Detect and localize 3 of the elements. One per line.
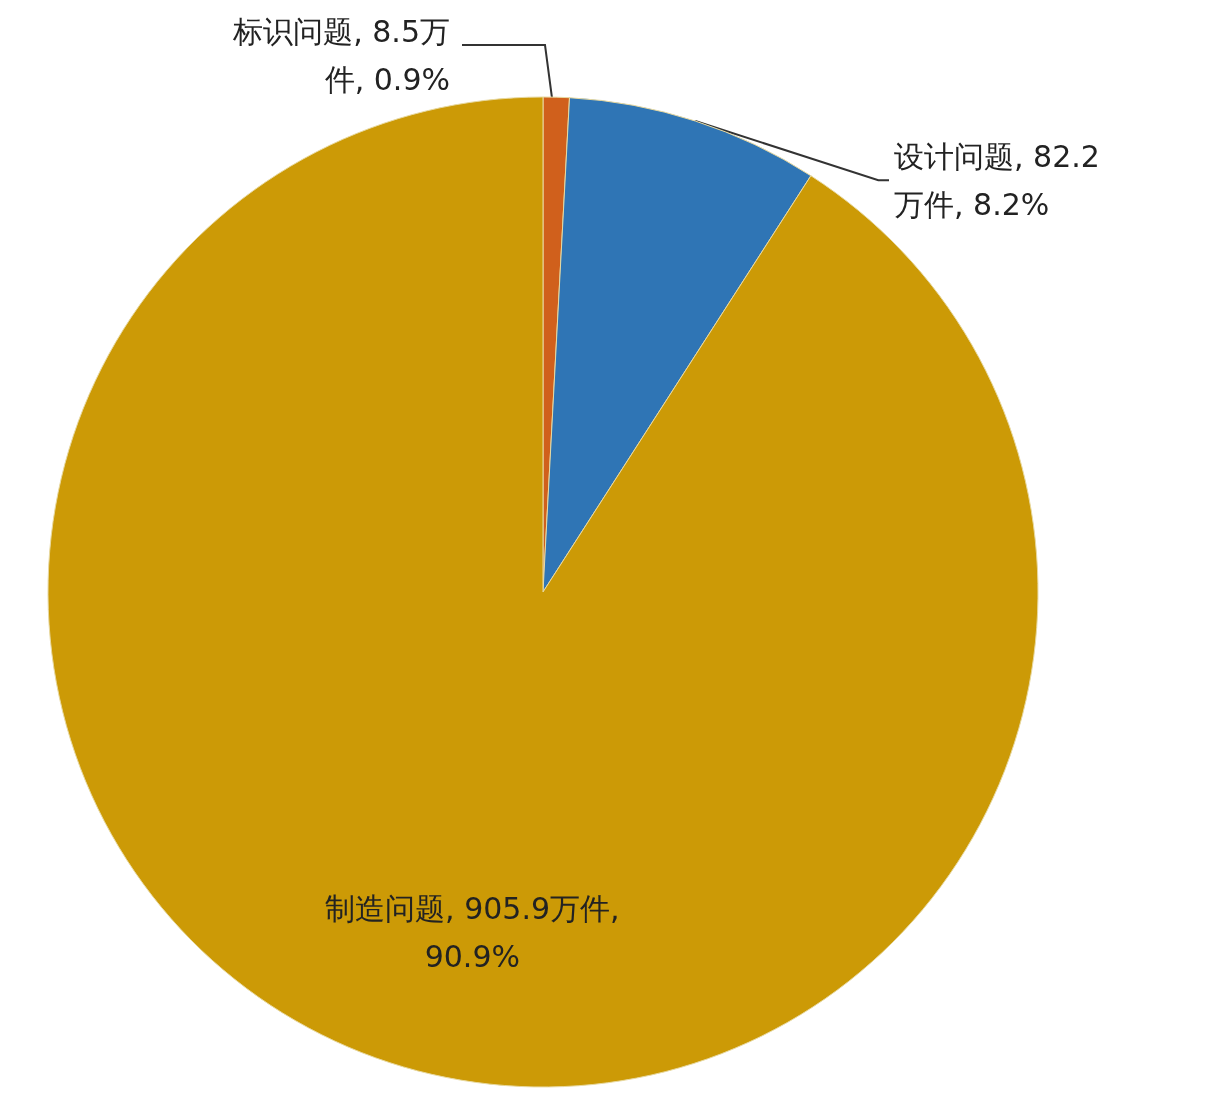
slice-label: 设计问题, 82.2万件, 8.2% xyxy=(894,138,1100,222)
slice-label: 制造问题, 905.9万件,90.9% xyxy=(325,890,620,974)
slice-label: 标识问题, 8.5万件, 0.9% xyxy=(232,13,450,97)
